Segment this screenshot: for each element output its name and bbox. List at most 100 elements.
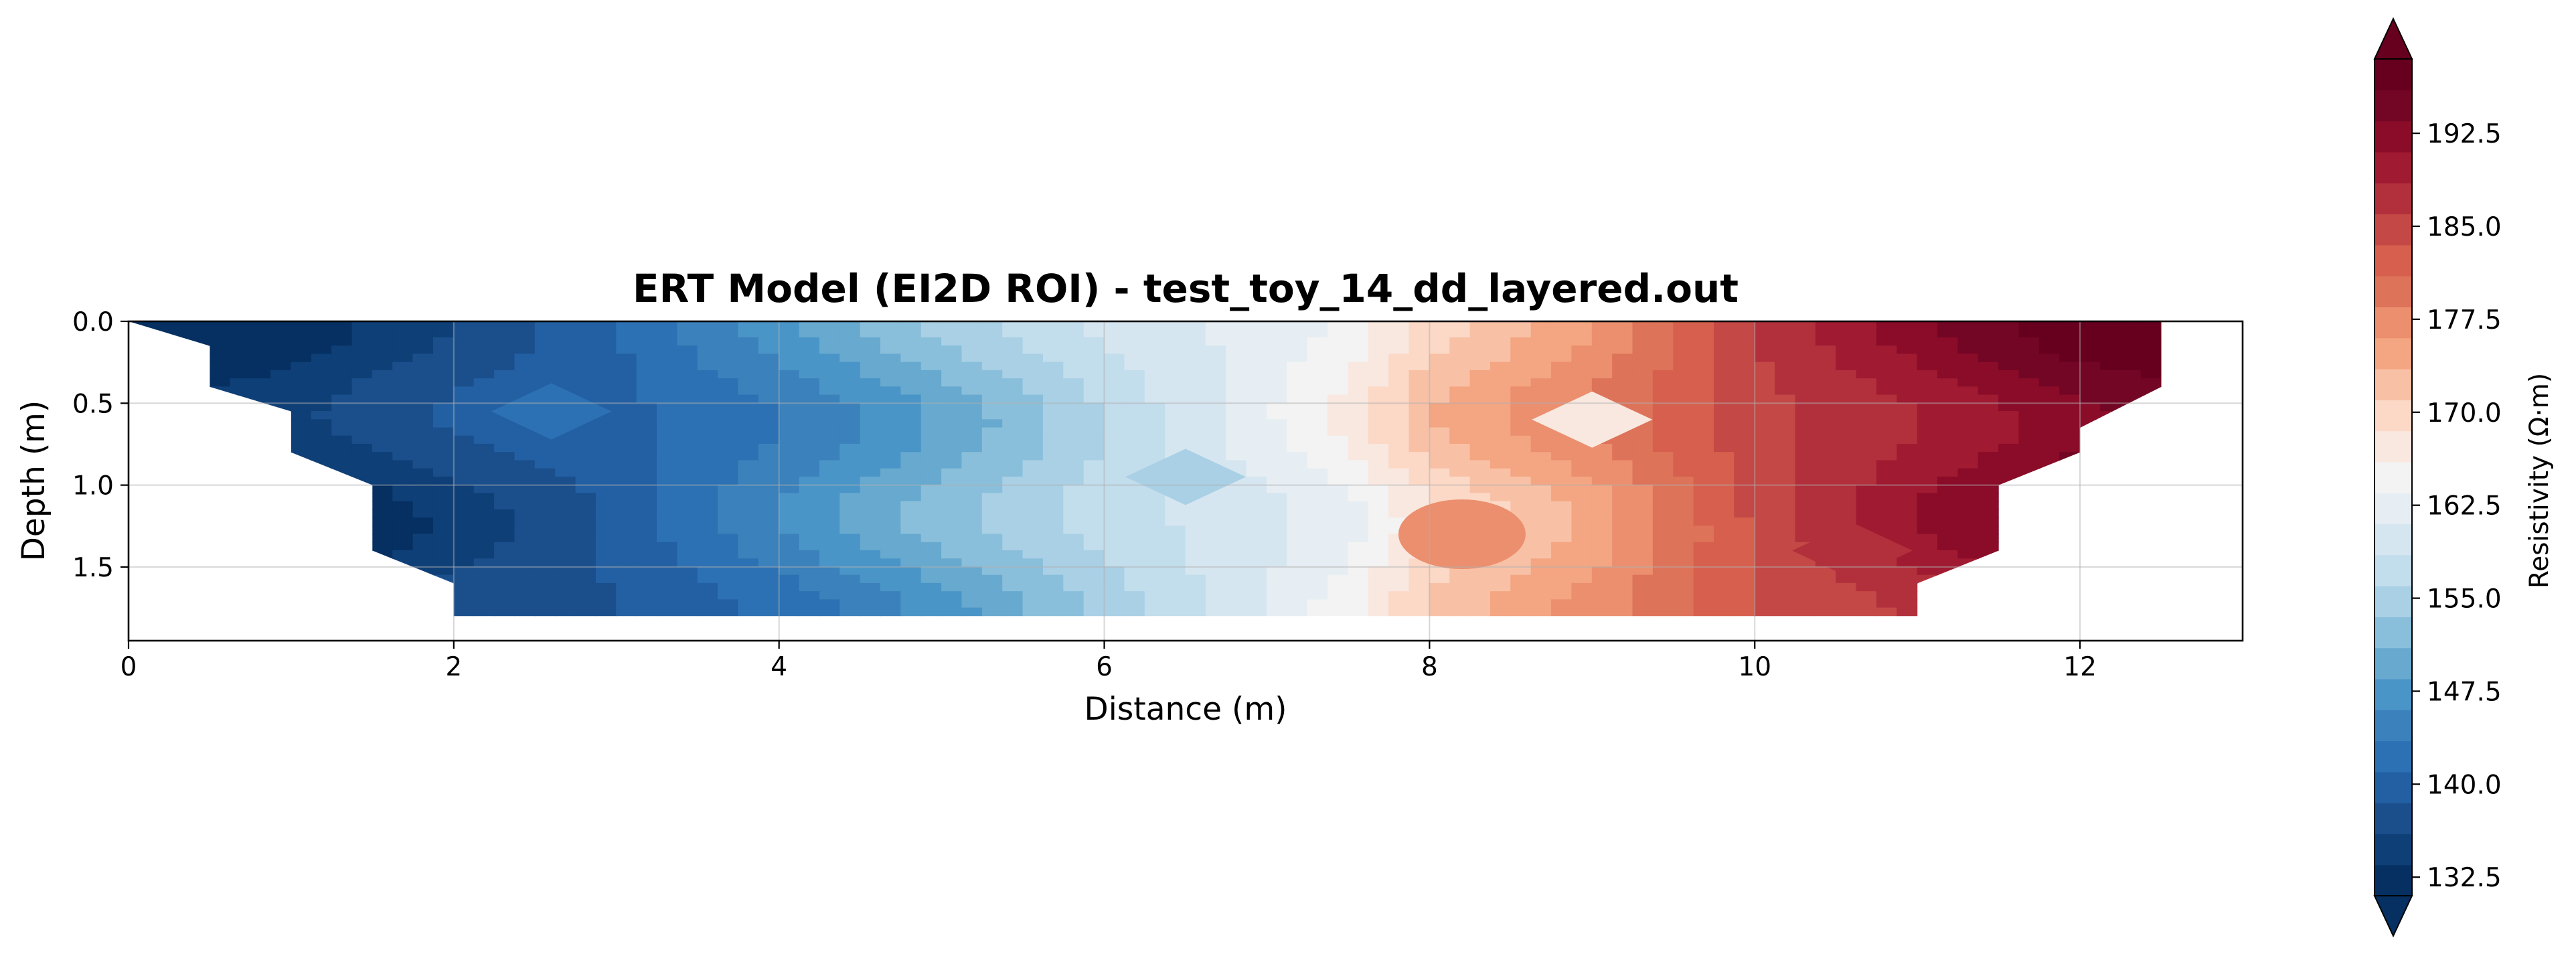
contour-cell <box>981 452 1003 461</box>
contour-cell <box>1591 362 1613 371</box>
contour-cell <box>1673 607 1694 617</box>
contour-cell <box>1327 550 1349 560</box>
contour-cell <box>1978 501 2000 510</box>
contour-cell <box>1775 370 1796 380</box>
contour-cell <box>779 435 800 445</box>
contour-cell <box>1754 468 1776 477</box>
contour-cell <box>1693 411 1714 420</box>
contour-cell <box>1693 526 1714 535</box>
contour-cell <box>1287 321 1308 330</box>
contour-cell <box>189 329 210 338</box>
contour-cell <box>2079 427 2101 436</box>
contour-cell <box>758 370 780 380</box>
contour-cell <box>514 582 536 592</box>
contour-cell <box>1795 394 1816 404</box>
contour-cell <box>657 362 678 371</box>
contour-cell <box>657 509 678 519</box>
contour-cell <box>636 394 657 404</box>
contour-cell <box>494 419 515 428</box>
contour-cell <box>697 427 719 436</box>
contour-cell <box>514 329 536 338</box>
contour-cell <box>2018 353 2040 363</box>
contour-cell <box>1897 419 1918 428</box>
contour-cell <box>555 468 576 477</box>
contour-cell <box>1530 353 1552 363</box>
contour-cell <box>1104 394 1125 404</box>
contour-cell <box>1937 534 1959 543</box>
contour-cell <box>1408 607 1430 617</box>
contour-cell <box>2120 345 2142 355</box>
contour-cell <box>880 558 902 568</box>
contour-cell <box>718 558 739 568</box>
contour-cell <box>657 468 678 477</box>
contour-cell <box>1246 574 1267 584</box>
contour-cell <box>555 542 576 551</box>
contour-cell <box>331 321 353 330</box>
contour-cell <box>250 501 272 510</box>
contour-cell <box>473 378 495 388</box>
contour-cell <box>270 476 292 486</box>
contour-cell <box>1327 460 1349 469</box>
contour-cell <box>575 337 596 347</box>
contour-cell <box>2120 362 2142 371</box>
contour-cell <box>432 468 455 477</box>
contour-cell <box>392 427 414 436</box>
contour-cell <box>1836 591 1857 601</box>
contour-cell <box>1165 345 1186 355</box>
contour-cell <box>860 501 882 510</box>
contour-cell <box>1815 427 1837 436</box>
contour-cell <box>1673 419 1694 428</box>
contour-cell <box>758 419 780 428</box>
contour-cell <box>1551 509 1573 519</box>
contour-cell <box>880 419 902 428</box>
contour-cell <box>779 419 800 428</box>
contour-cell <box>677 411 698 420</box>
contour-cell <box>129 591 149 601</box>
contour-cell <box>779 337 800 347</box>
contour-cell <box>1775 460 1796 469</box>
contour-cell <box>920 394 943 404</box>
contour-cell <box>738 321 759 330</box>
contour-cell <box>1917 370 1939 380</box>
contour-cell <box>1957 443 1979 453</box>
contour-cell <box>961 345 983 355</box>
contour-cell <box>1165 370 1186 380</box>
colorbar: 132.5140.0147.5155.0162.5170.0177.5185.0… <box>2373 17 2502 938</box>
contour-cell <box>2018 517 2040 527</box>
contour-cell <box>1795 468 1816 477</box>
contour-cell <box>250 558 272 568</box>
contour-cell <box>758 394 780 404</box>
contour-cell <box>1998 419 2020 428</box>
contour-cell <box>412 468 434 477</box>
contour-cell <box>494 460 515 469</box>
contour-cell <box>839 443 861 453</box>
contour-cell <box>291 345 312 355</box>
contour-cell <box>129 378 149 388</box>
contour-cell <box>860 427 882 436</box>
contour-cell <box>941 443 963 453</box>
contour-cell <box>1693 485 1714 494</box>
contour-cell <box>453 370 475 380</box>
contour-cell <box>657 607 678 617</box>
contour-cell <box>799 591 820 601</box>
contour-cell <box>1998 476 2020 486</box>
contour-cell <box>920 337 943 347</box>
contour-cell <box>1998 493 2020 502</box>
contour-cell <box>799 493 820 502</box>
contour-cell <box>1104 566 1125 576</box>
contour-cell <box>432 353 455 363</box>
contour-cell <box>2038 362 2061 371</box>
contour-cell <box>209 558 231 568</box>
contour-cell <box>1388 460 1410 469</box>
contour-cell <box>595 582 617 592</box>
contour-cell <box>819 345 841 355</box>
contour-cell <box>291 460 312 469</box>
colorbar-extend-max <box>2373 17 2413 60</box>
contour-cell <box>718 599 739 609</box>
contour-cell <box>2059 574 2081 584</box>
contour-cell <box>432 321 455 330</box>
contour-cell <box>595 460 617 469</box>
contour-cell <box>1429 452 1451 461</box>
contour-cell <box>1551 452 1573 461</box>
colorbar-tick-label: 192.5 <box>2427 119 2502 149</box>
